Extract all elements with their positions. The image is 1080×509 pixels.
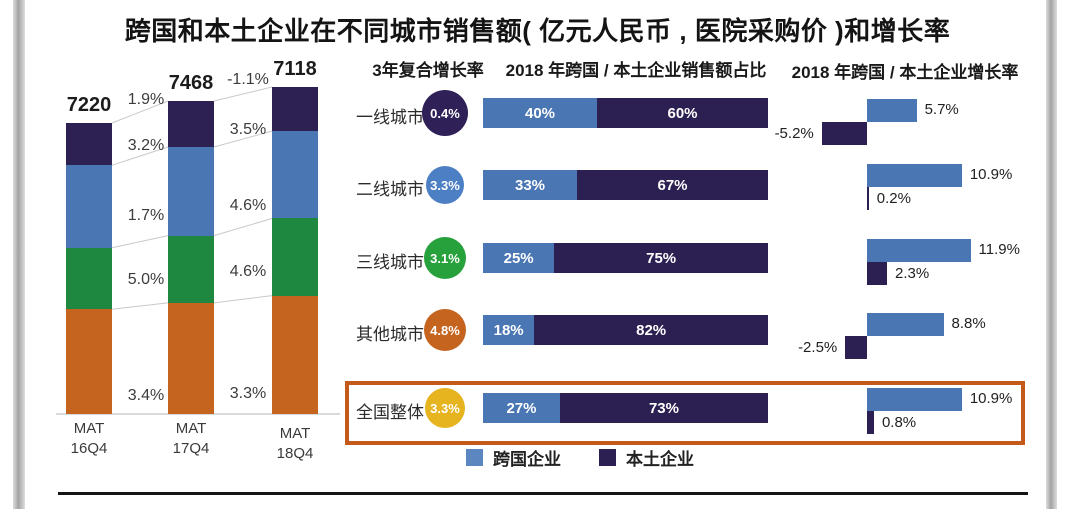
cagr-circle-三线城市: 3.1%	[424, 237, 466, 279]
segment-growth-label: 1.9%	[127, 91, 165, 108]
growth-bar-mnc	[867, 313, 944, 336]
mnc-share-segment: 18%	[483, 315, 535, 345]
legend-item: 跨国企业	[466, 445, 561, 470]
legend: 跨国企业 本土企业	[390, 445, 770, 470]
segment-growth-label: 3.2%	[127, 137, 165, 154]
mnc-share-segment: 25%	[483, 243, 555, 273]
stacked-segment-其他城市	[66, 309, 112, 414]
bar-total-label: 7118	[273, 58, 317, 80]
segment-growth-label: 4.6%	[229, 263, 267, 280]
cagr-circle-其他城市: 4.8%	[424, 309, 466, 351]
bar-total-label: 7220	[66, 94, 112, 116]
right-edge-strip	[1046, 0, 1057, 509]
cagr-circle-全国整体: 3.3%	[425, 388, 465, 428]
growth-bar-mnc	[867, 239, 971, 262]
growth-value-mnc: 5.7%	[924, 101, 959, 118]
segment-growth-label: 3.3%	[229, 385, 267, 402]
stacked-bar	[272, 87, 318, 414]
growth-value-mnc: 8.8%	[951, 315, 986, 332]
mnc-share-segment: 27%	[483, 393, 560, 423]
share-bar-二线城市: 33% 67%	[483, 170, 768, 200]
segment-growth-label: -1.1%	[227, 71, 269, 88]
city-label-全国整体: 全国整体	[356, 403, 424, 422]
share-bar-三线城市: 25% 75%	[483, 243, 768, 273]
stacked-segment-三线城市	[66, 247, 112, 310]
legend-swatch-本土企业	[599, 449, 616, 466]
share-column-header: 2018 年跨国 / 本土企业销售额占比	[505, 61, 767, 80]
growth-value-local: -5.2%	[774, 125, 814, 142]
legend-label: 本土企业	[626, 450, 694, 469]
local-share-segment: 75%	[554, 243, 768, 273]
local-share-segment: 67%	[577, 170, 768, 200]
share-bar-全国整体: 27% 73%	[483, 393, 768, 423]
segment-growth-label: 3.4%	[127, 387, 165, 404]
bar-total-label: 7468	[168, 72, 214, 94]
cagr-column-header: 3年复合增长率	[372, 61, 484, 80]
growth-bar-mnc	[867, 388, 962, 411]
stacked-segment-三线城市	[168, 235, 214, 303]
local-share-segment: 73%	[559, 393, 768, 423]
growth-column-header: 2018 年跨国 / 本土企业增长率	[791, 63, 1019, 82]
growth-bar-mnc	[867, 99, 917, 122]
growth-value-local: -2.5%	[798, 339, 838, 356]
bar-category-label: MAT 16Q4	[70, 420, 108, 457]
local-share-segment: 82%	[534, 315, 768, 345]
city-label-其他城市: 其他城市	[356, 325, 424, 344]
stacked-segment-三线城市	[272, 218, 318, 296]
share-bar-一线城市: 40% 60%	[483, 98, 768, 128]
bar-category-label: MAT 17Q4	[172, 420, 210, 457]
bottom-divider-line	[58, 492, 1028, 495]
legend-label: 跨国企业	[493, 450, 561, 469]
stacked-segment-二线城市	[66, 165, 112, 248]
segment-growth-label: 5.0%	[127, 271, 165, 288]
segment-growth-label: 4.6%	[229, 197, 267, 214]
growth-bar-local	[821, 122, 867, 145]
stacked-segment-其他城市	[272, 295, 318, 414]
growth-bar-local	[867, 262, 887, 285]
growth-value-local: 0.2%	[876, 190, 911, 207]
growth-value-mnc: 11.9%	[978, 241, 1020, 258]
stacked-segment-其他城市	[168, 302, 214, 414]
growth-value-local: 2.3%	[895, 265, 930, 282]
page-title: 跨国和本土企业在不同城市销售额( 亿元人民币 , 医院采购价 )和增长率	[124, 16, 951, 46]
legend-item: 本土企业	[599, 445, 694, 470]
stacked-segment-一线城市	[66, 123, 112, 166]
growth-value-mnc: 10.9%	[969, 390, 1013, 407]
city-label-一线城市: 一线城市	[356, 108, 424, 127]
growth-bar-mnc	[867, 164, 962, 187]
national-total-highlight-box	[345, 381, 1025, 445]
bar-category-label: MAT 18Q4	[276, 425, 314, 462]
segment-growth-label: 1.7%	[127, 207, 165, 224]
share-bar-其他城市: 18% 82%	[483, 315, 768, 345]
mnc-share-segment: 40%	[483, 98, 597, 128]
growth-value-mnc: 10.9%	[969, 166, 1013, 183]
stacked-segment-一线城市	[168, 101, 214, 147]
left-edge-strip	[13, 0, 25, 509]
growth-bar-local	[867, 411, 874, 434]
x-axis-line	[56, 413, 340, 415]
mnc-share-segment: 33%	[483, 170, 578, 200]
cagr-circle-一线城市: 0.4%	[422, 90, 468, 136]
stacked-segment-二线城市	[272, 131, 318, 219]
legend-swatch-跨国企业	[466, 449, 483, 466]
segment-growth-label: 3.5%	[229, 121, 267, 138]
local-share-segment: 60%	[597, 98, 768, 128]
stacked-bar	[168, 101, 214, 414]
stacked-segment-一线城市	[272, 87, 318, 132]
city-label-三线城市: 三线城市	[356, 253, 424, 272]
growth-bar-local	[845, 336, 868, 359]
stacked-bar	[66, 123, 112, 414]
city-label-二线城市: 二线城市	[356, 180, 424, 199]
cagr-circle-二线城市: 3.3%	[426, 166, 464, 204]
growth-bar-local	[867, 187, 869, 210]
stacked-segment-二线城市	[168, 147, 214, 236]
growth-value-local: 0.8%	[881, 414, 917, 431]
